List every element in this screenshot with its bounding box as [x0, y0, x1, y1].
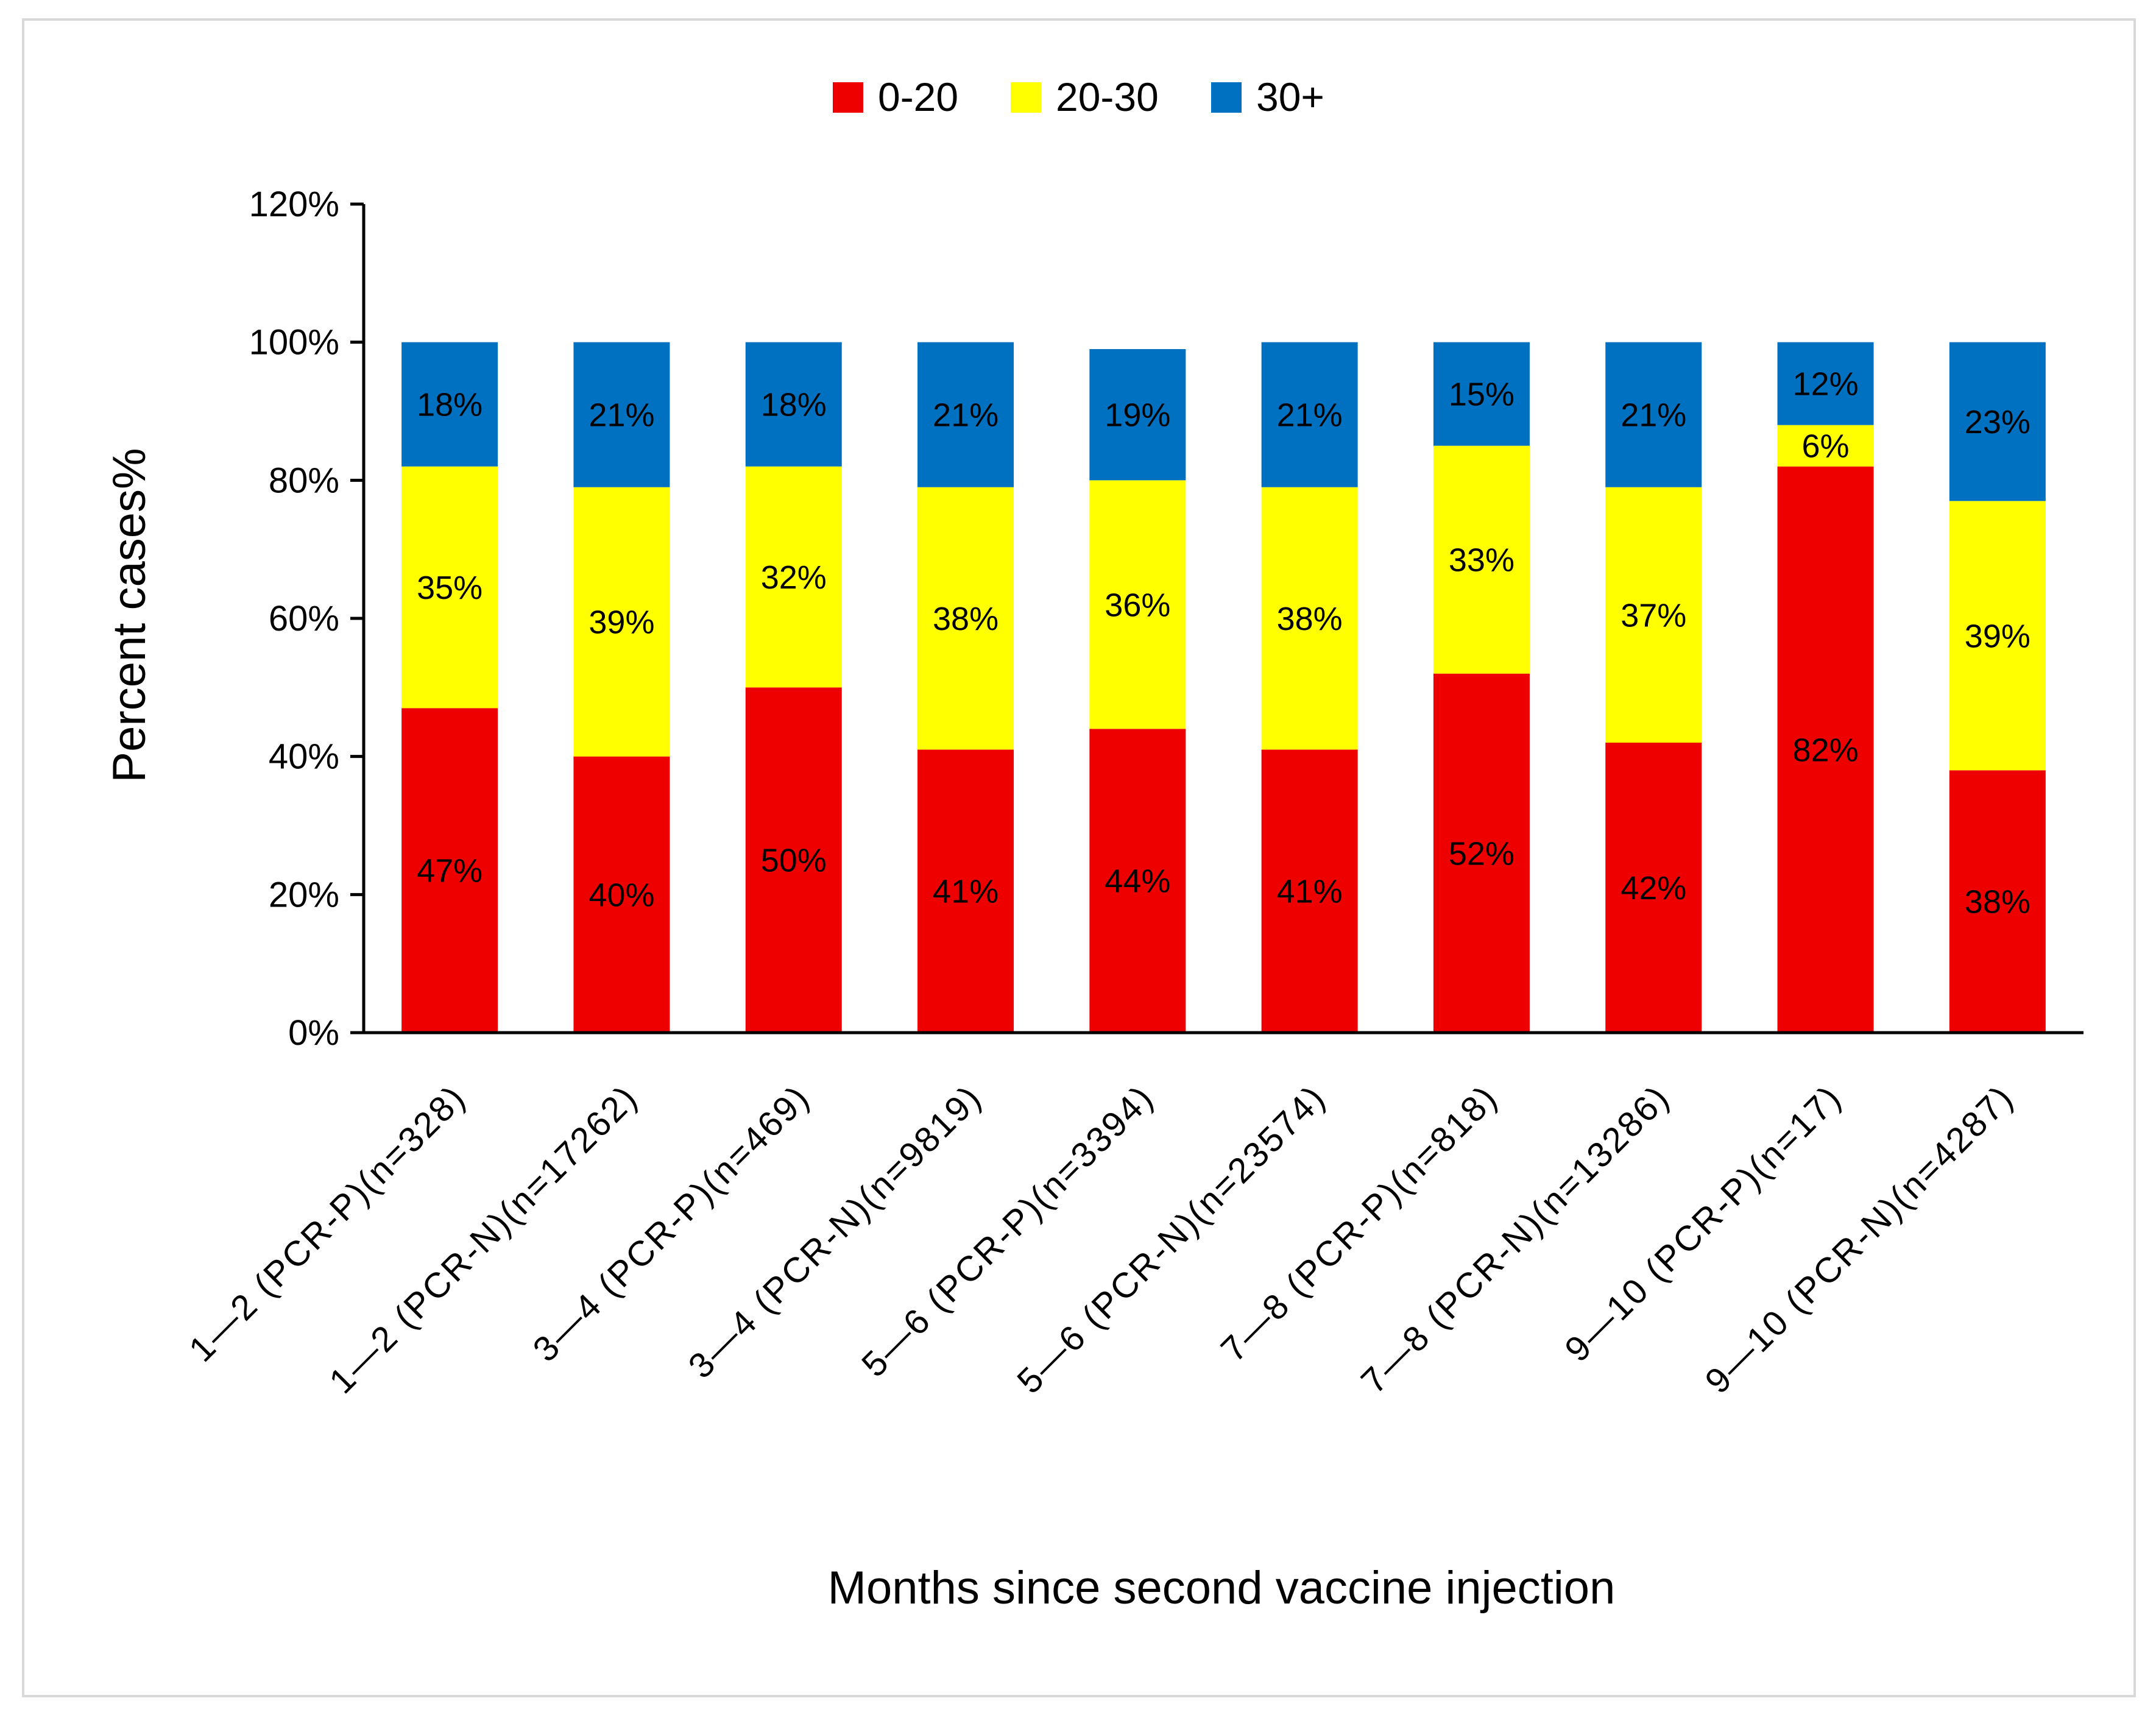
- bar-stack: 40% 39% 21%: [573, 342, 670, 1033]
- bar-segment-30+: [1261, 342, 1358, 487]
- bar-stack: 52% 33% 15%: [1433, 342, 1530, 1033]
- bar-segment-30+: [1949, 342, 2046, 501]
- bar-segment-30+: [1605, 342, 1702, 487]
- bar-segment-30+: [573, 342, 670, 487]
- data-label: 18%: [417, 387, 482, 423]
- y-tick-label: 60%: [269, 599, 339, 638]
- bar-segment-0-20: [917, 749, 1014, 1033]
- data-label: 35%: [417, 570, 482, 606]
- data-label: 39%: [588, 604, 654, 641]
- bar-segment-0-20: [573, 756, 670, 1033]
- data-label: 39%: [1965, 618, 2031, 654]
- bar-segment-0-20: [1605, 743, 1702, 1033]
- data-label: 23%: [1965, 404, 2031, 440]
- bar-stack: 41% 38% 21%: [917, 342, 1014, 1033]
- bar-segment-20-30: [401, 466, 498, 709]
- bar-segment-20-30: [1777, 425, 1874, 467]
- bar-segment-0-20: [401, 708, 498, 1033]
- data-label: 21%: [933, 397, 998, 434]
- data-label: 38%: [1965, 884, 2031, 921]
- y-tick-label: 80%: [269, 461, 339, 500]
- legend-item-20-30: 20-30: [1011, 74, 1159, 119]
- y-tick-label: 120%: [249, 185, 339, 224]
- y-tick-label: 0%: [288, 1013, 339, 1053]
- bar-segment-20-30: [1433, 445, 1530, 674]
- bar-stack: 42% 37% 21%: [1605, 342, 1702, 1033]
- bar-stack: 47% 35% 18%: [401, 342, 498, 1033]
- bar-segment-20-30: [1261, 487, 1358, 750]
- y-axis: 0% 20% 40% 60% 80% 100% 120%: [249, 185, 366, 1053]
- bar-stack: 50% 32% 18%: [745, 342, 842, 1033]
- legend: 0-20 20-30 30+: [833, 74, 1324, 119]
- x-axis-title: Months since second vaccine injection: [828, 1562, 1616, 1614]
- data-label: 19%: [1105, 397, 1170, 434]
- legend-item-30+: 30+: [1211, 74, 1324, 119]
- data-label: 44%: [1105, 863, 1170, 900]
- legend-label: 0-20: [878, 74, 958, 119]
- legend-label: 20-30: [1056, 74, 1159, 119]
- data-label: 50%: [761, 843, 827, 879]
- bar-segment-0-20: [1949, 770, 2046, 1033]
- data-label: 18%: [761, 387, 827, 423]
- bar-stack: 41% 38% 21%: [1261, 342, 1358, 1033]
- data-label: 6%: [1802, 428, 1850, 465]
- data-label: 82%: [1793, 732, 1859, 768]
- data-label: 38%: [933, 601, 998, 637]
- bars: 47% 35% 18% 40% 39% 21% 50% 32% 18% 41% 38% 21% 44% 3…: [401, 342, 2046, 1033]
- data-label: 37%: [1621, 597, 1686, 634]
- bar-segment-20-30: [745, 466, 842, 688]
- data-label: 41%: [933, 874, 998, 910]
- data-label: 15%: [1449, 377, 1515, 413]
- bar-segment-0-20: [1089, 729, 1186, 1033]
- data-label: 36%: [1105, 587, 1170, 623]
- bar-segment-30+: [401, 342, 498, 467]
- data-label: 12%: [1793, 366, 1859, 403]
- bar-segment-20-30: [573, 487, 670, 757]
- bar-stack: 82% 6% 12%: [1777, 342, 1874, 1033]
- bar-segment-0-20: [745, 687, 842, 1033]
- bar-segment-20-30: [1089, 480, 1186, 729]
- data-label: 38%: [1277, 601, 1343, 637]
- bar-segment-20-30: [1605, 487, 1702, 743]
- data-label: 52%: [1449, 835, 1515, 872]
- bar-segment-30+: [1089, 349, 1186, 481]
- y-axis-title: Percent cases%: [104, 448, 155, 782]
- bar-stack: 38% 39% 23%: [1949, 342, 2046, 1033]
- bar-segment-0-20: [1261, 749, 1358, 1033]
- data-label: 32%: [761, 559, 827, 596]
- legend-item-0-20: 0-20: [833, 74, 958, 119]
- bar-segment-0-20: [1433, 673, 1530, 1033]
- bar-segment-20-30: [917, 487, 1014, 750]
- data-label: 40%: [588, 877, 654, 913]
- legend-swatch: [1211, 82, 1242, 113]
- y-tick-label: 100%: [249, 323, 339, 362]
- bar-stack: 44% 36% 19%: [1089, 349, 1186, 1033]
- legend-label: 30+: [1256, 74, 1324, 119]
- data-label: 21%: [1621, 397, 1686, 434]
- legend-swatch: [833, 82, 863, 113]
- data-label: 21%: [588, 397, 654, 434]
- y-tick-label: 40%: [269, 737, 339, 777]
- y-tick-label: 20%: [269, 875, 339, 914]
- data-label: 33%: [1449, 542, 1515, 579]
- bar-segment-0-20: [1777, 466, 1874, 1033]
- bar-segment-30+: [1777, 342, 1874, 425]
- data-label: 41%: [1277, 874, 1343, 910]
- bar-segment-30+: [917, 342, 1014, 487]
- data-label: 42%: [1621, 870, 1686, 907]
- legend-swatch: [1011, 82, 1041, 113]
- bar-segment-30+: [1433, 342, 1530, 446]
- data-label: 47%: [417, 853, 482, 889]
- data-label: 21%: [1277, 397, 1343, 434]
- bar-segment-30+: [745, 342, 842, 467]
- bar-segment-20-30: [1949, 501, 2046, 771]
